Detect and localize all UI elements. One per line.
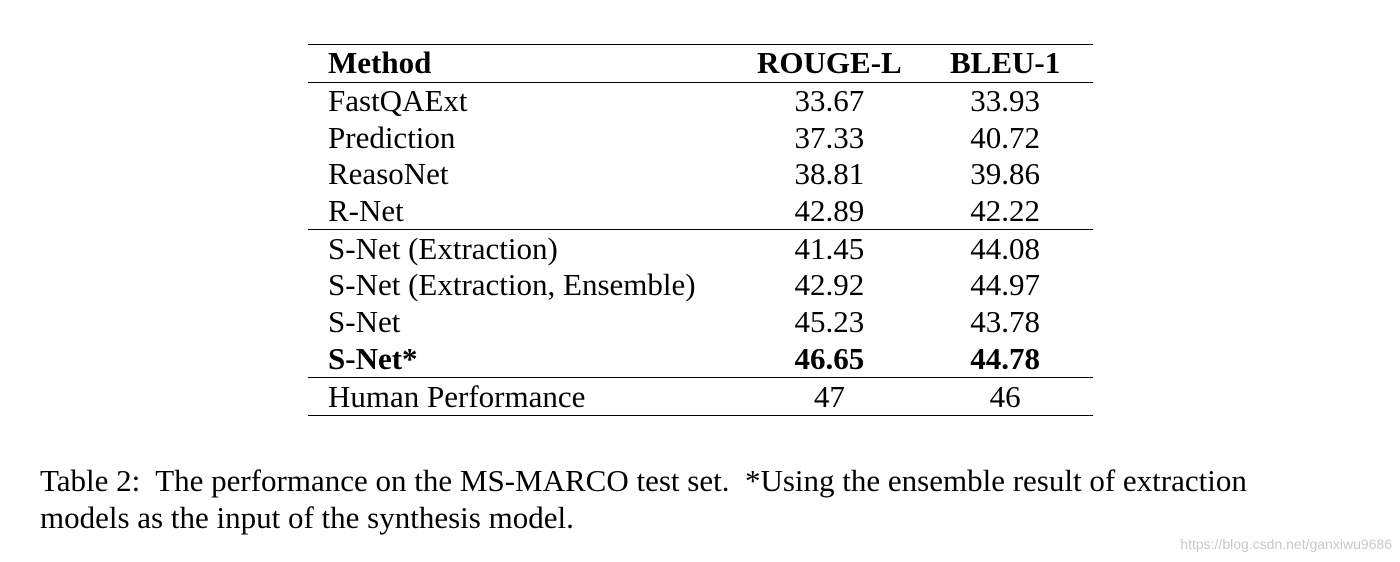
table-row: FastQAExt 33.67 33.93 — [308, 82, 1093, 119]
row-bleu-1: 39.86 — [970, 156, 1040, 192]
row-method: S-Net* — [328, 340, 418, 376]
row-method: Prediction — [328, 119, 456, 155]
table-header-row: Method ROUGE-L BLEU-1 — [308, 44, 1093, 83]
row-method: Human Performance — [328, 378, 586, 414]
row-bleu-1: 44.78 — [970, 340, 1040, 376]
row-rouge-l: 47 — [813, 378, 845, 414]
row-rouge-l: 45.23 — [794, 304, 865, 340]
table-row: S-Net 45.23 43.78 — [308, 304, 1093, 341]
row-bleu-1: 46 — [989, 378, 1021, 414]
row-method: R-Net — [328, 193, 404, 229]
row-bleu-1: 44.08 — [970, 230, 1040, 266]
caption-line-1: Table 2: The performance on the MS-MARCO… — [40, 463, 1247, 498]
table-row: R-Net 42.89 42.22 — [308, 193, 1093, 230]
row-method: S-Net (Extraction, Ensemble) — [328, 267, 696, 303]
row-bleu-1: 43.78 — [970, 304, 1040, 340]
table-row: ReasoNet 38.81 39.86 — [308, 156, 1093, 193]
table-row: S-Net (Extraction, Ensemble) 42.92 44.97 — [308, 267, 1093, 304]
row-bleu-1: 33.93 — [970, 83, 1040, 119]
table-caption: Table 2: The performance on the MS-MARCO… — [40, 462, 1365, 536]
header-bleu-1: BLEU-1 — [949, 45, 1061, 81]
table-row: S-Net (Extraction) 41.45 44.08 — [308, 229, 1093, 267]
watermark: https://blog.csdn.net/ganxiwu9686 — [1180, 536, 1392, 552]
results-table: Method ROUGE-L BLEU-1 FastQAExt 33.67 33… — [308, 44, 1093, 416]
row-bleu-1: 44.97 — [970, 267, 1040, 303]
results-table-container: Method ROUGE-L BLEU-1 FastQAExt 33.67 33… — [308, 44, 1093, 416]
row-rouge-l: 42.89 — [794, 193, 865, 229]
row-method: ReasoNet — [328, 156, 449, 192]
row-method: S-Net — [328, 304, 401, 340]
row-rouge-l: 41.45 — [794, 230, 865, 266]
row-rouge-l: 33.67 — [794, 83, 865, 119]
header-rouge-l: ROUGE-L — [757, 45, 902, 81]
row-method: S-Net (Extraction) — [328, 230, 558, 266]
table-row-best: S-Net* 46.65 44.78 — [308, 341, 1093, 378]
row-bleu-1: 42.22 — [970, 193, 1040, 229]
row-rouge-l: 37.33 — [794, 119, 865, 155]
table-row: Prediction 37.33 40.72 — [308, 119, 1093, 156]
row-bleu-1: 40.72 — [970, 119, 1040, 155]
table-row-human: Human Performance 47 46 — [308, 377, 1093, 416]
caption-line-2: models as the input of the synthesis mod… — [40, 500, 574, 535]
row-rouge-l: 46.65 — [794, 340, 865, 376]
row-rouge-l: 42.92 — [794, 267, 865, 303]
row-rouge-l: 38.81 — [794, 156, 865, 192]
header-method: Method — [328, 45, 432, 81]
row-method: FastQAExt — [328, 83, 468, 119]
